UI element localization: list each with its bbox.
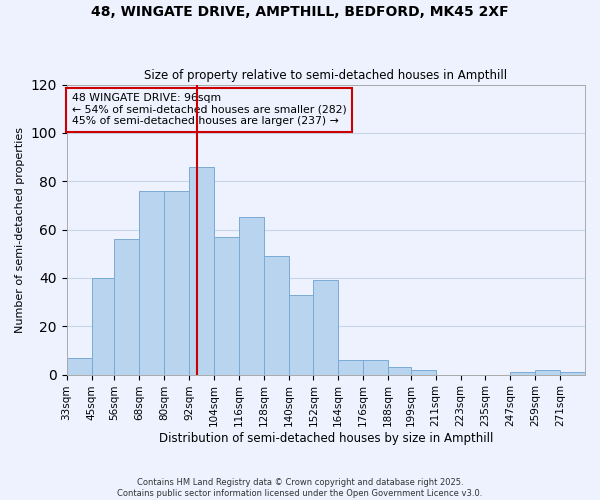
- Text: 48, WINGATE DRIVE, AMPTHILL, BEDFORD, MK45 2XF: 48, WINGATE DRIVE, AMPTHILL, BEDFORD, MK…: [91, 5, 509, 19]
- Bar: [363, 360, 388, 374]
- Bar: [139, 191, 164, 374]
- Bar: [263, 256, 289, 374]
- Bar: [92, 278, 115, 374]
- Bar: [289, 295, 313, 374]
- Bar: [67, 358, 92, 374]
- Bar: [511, 372, 535, 374]
- Bar: [560, 372, 585, 374]
- Bar: [214, 237, 239, 374]
- Bar: [411, 370, 436, 374]
- Bar: [164, 191, 189, 374]
- Bar: [239, 218, 263, 374]
- Text: 48 WINGATE DRIVE: 96sqm
← 54% of semi-detached houses are smaller (282)
45% of s: 48 WINGATE DRIVE: 96sqm ← 54% of semi-de…: [72, 94, 347, 126]
- Bar: [338, 360, 363, 374]
- Bar: [115, 239, 139, 374]
- X-axis label: Distribution of semi-detached houses by size in Ampthill: Distribution of semi-detached houses by …: [158, 432, 493, 445]
- Y-axis label: Number of semi-detached properties: Number of semi-detached properties: [15, 126, 25, 332]
- Bar: [535, 370, 560, 374]
- Bar: [313, 280, 338, 374]
- Bar: [189, 166, 214, 374]
- Title: Size of property relative to semi-detached houses in Ampthill: Size of property relative to semi-detach…: [144, 69, 508, 82]
- Text: Contains HM Land Registry data © Crown copyright and database right 2025.
Contai: Contains HM Land Registry data © Crown c…: [118, 478, 482, 498]
- Bar: [388, 368, 411, 374]
